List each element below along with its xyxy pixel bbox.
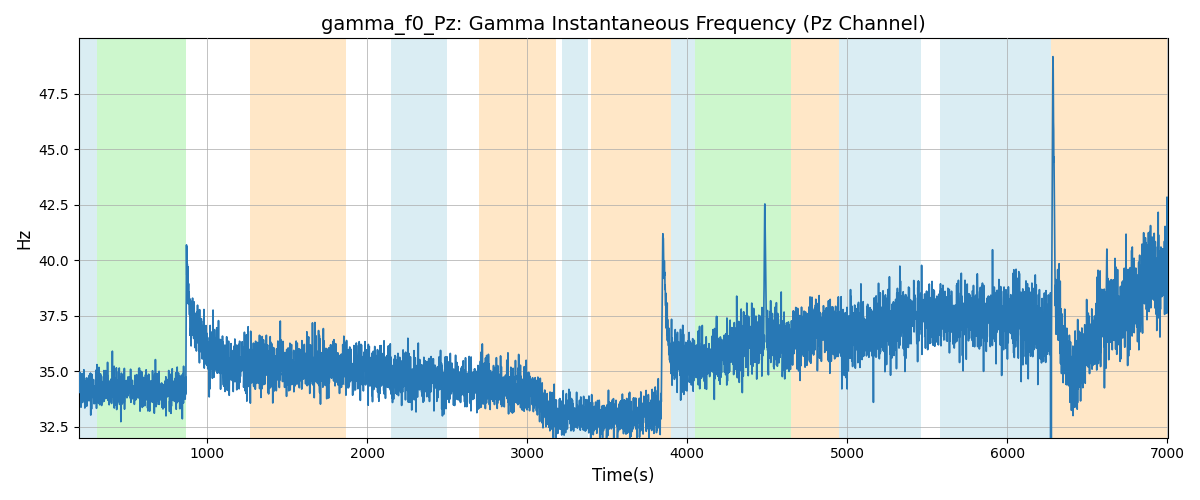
Bar [791, 38, 839, 438]
Bar [695, 38, 791, 438]
Title: gamma_f0_Pz: Gamma Instantaneous Frequency (Pz Channel): gamma_f0_Pz: Gamma Instantaneous Frequen… [320, 15, 925, 35]
Bar [1051, 38, 1168, 438]
Bar [671, 38, 695, 438]
Bar [592, 38, 671, 438]
Bar [96, 38, 186, 438]
Y-axis label: Hz: Hz [14, 228, 34, 248]
Bar [391, 38, 448, 438]
Bar [479, 38, 556, 438]
Bar [79, 38, 96, 438]
X-axis label: Time(s): Time(s) [592, 467, 654, 485]
Bar [563, 38, 588, 438]
Bar [250, 38, 347, 438]
Bar [839, 38, 920, 438]
Bar [940, 38, 1051, 438]
